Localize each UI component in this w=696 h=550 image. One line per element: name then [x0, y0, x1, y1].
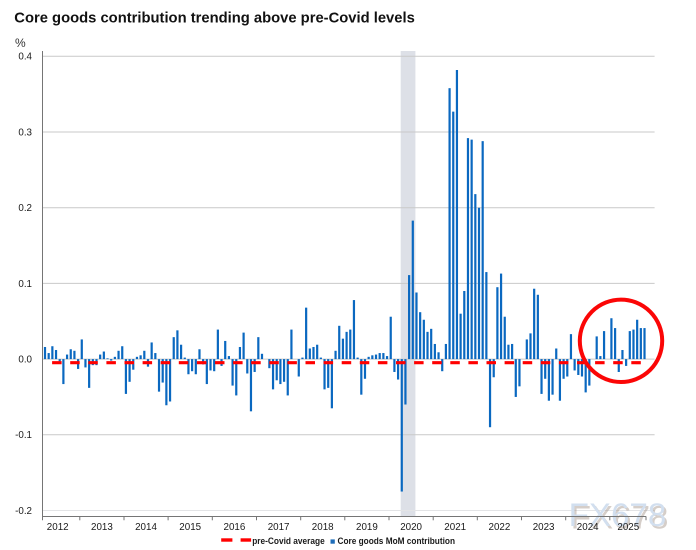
svg-text:Core goods contribution trendi: Core goods contribution trending above p…: [14, 11, 415, 27]
svg-text:0.4: 0.4: [18, 52, 32, 63]
svg-text:2021: 2021: [444, 522, 466, 533]
svg-text:FX678: FX678: [571, 500, 669, 536]
svg-text:2022: 2022: [489, 522, 511, 533]
svg-text:2016: 2016: [224, 522, 246, 533]
svg-text:pre-Covid average: pre-Covid average: [252, 536, 325, 546]
svg-text:-0.1: -0.1: [15, 430, 32, 441]
svg-text:2015: 2015: [179, 522, 201, 533]
svg-text:FX678: FX678: [569, 497, 667, 533]
svg-text:2013: 2013: [91, 522, 113, 533]
svg-text:0.1: 0.1: [18, 279, 32, 290]
svg-text:0.3: 0.3: [18, 127, 32, 138]
svg-text:%: %: [15, 36, 26, 50]
svg-text:2019: 2019: [356, 522, 378, 533]
svg-text:0.0: 0.0: [18, 355, 32, 366]
svg-text:-0.2: -0.2: [15, 506, 32, 517]
svg-text:2014: 2014: [135, 522, 157, 533]
svg-text:2023: 2023: [533, 522, 555, 533]
svg-text:2020: 2020: [400, 522, 422, 533]
svg-text:2018: 2018: [312, 522, 334, 533]
svg-text:Core goods MoM contribution: Core goods MoM contribution: [338, 536, 456, 546]
svg-text:2017: 2017: [268, 522, 290, 533]
svg-text:2024: 2024: [577, 522, 599, 533]
svg-text:2012: 2012: [47, 522, 69, 533]
svg-text:0.2: 0.2: [18, 203, 32, 214]
svg-text:2025: 2025: [617, 522, 639, 533]
